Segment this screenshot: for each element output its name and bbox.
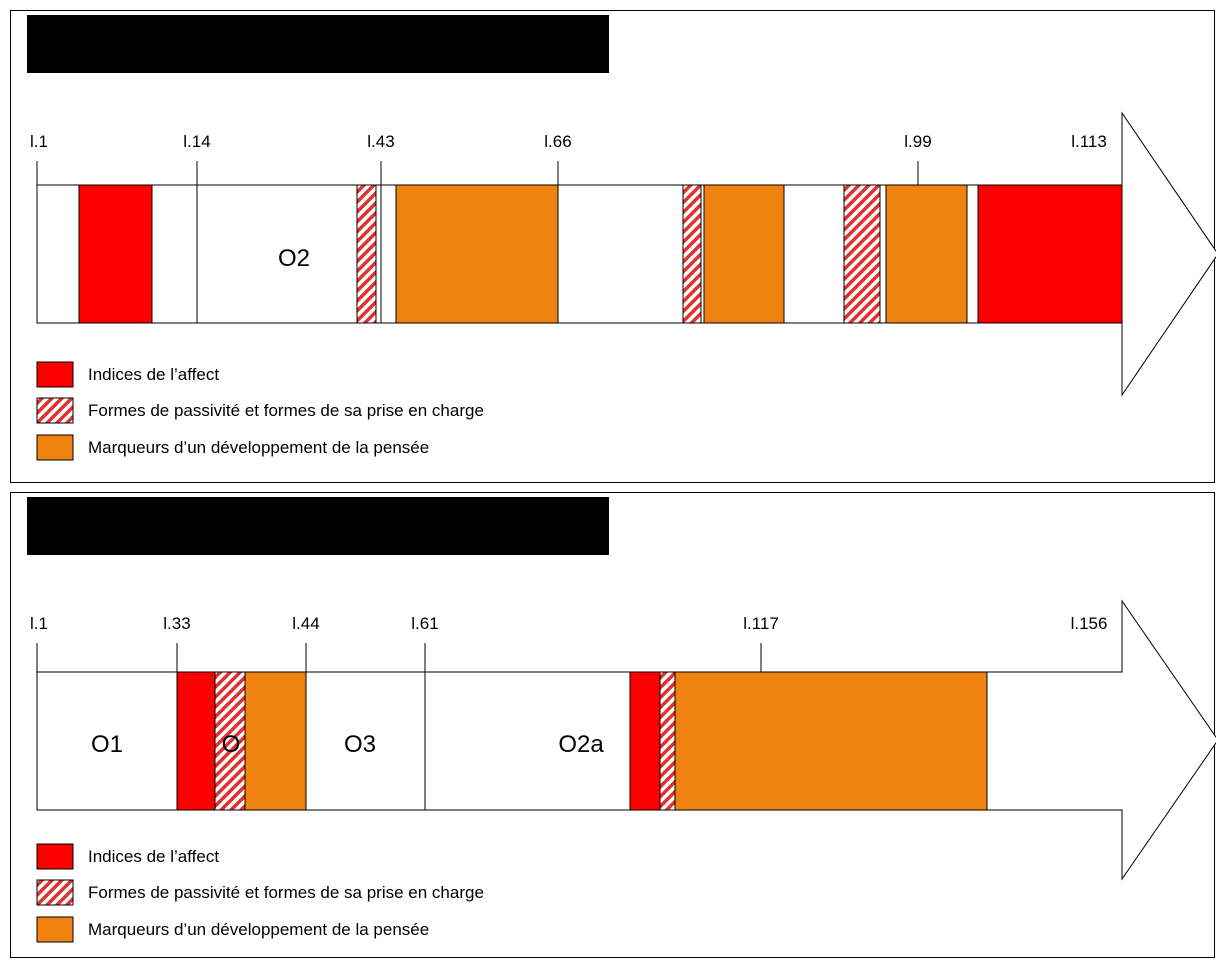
legend-label: Formes de passivité et formes de sa pris… [88, 883, 484, 902]
affect-segment [630, 672, 660, 810]
passivity-segment [660, 672, 675, 810]
legend-swatch-thought [37, 917, 73, 942]
timeline-diagram-2: l.1 l.33 l.44 l.61 l.117 l.156 O1 O O3 O… [11, 493, 1216, 959]
legend-label: Marqueurs d’un développement de la pensé… [88, 438, 429, 457]
tick-label: l.61 [411, 614, 438, 633]
affect-segment [978, 185, 1122, 323]
tick-label: l.156 [1071, 614, 1108, 633]
thought-segment [886, 185, 967, 323]
legend-swatch-passivity [37, 880, 73, 905]
redacted-title-block [27, 15, 609, 73]
region-label: O3 [344, 731, 376, 758]
legend-label: Formes de passivité et formes de sa pris… [88, 401, 484, 420]
legend-swatch-passivity [37, 398, 73, 423]
tick-label: l.33 [163, 614, 190, 633]
thought-segment [704, 185, 784, 323]
tick-label: l.44 [292, 614, 319, 633]
thought-segment [245, 672, 306, 810]
passivity-segment [844, 185, 880, 323]
timeline-panel-2: l.1 l.33 l.44 l.61 l.117 l.156 O1 O O3 O… [10, 492, 1215, 958]
affect-segment [79, 185, 152, 323]
passivity-segment [683, 185, 701, 323]
thought-segment [396, 185, 558, 323]
tick-label: l.117 [743, 614, 779, 633]
tick-label: l.1 [30, 132, 48, 151]
redacted-title-block [27, 497, 609, 555]
legend-swatch-thought [37, 435, 73, 460]
legend-label: Indices de l’affect [88, 847, 219, 866]
region-label: O2a [558, 731, 604, 758]
tick-label: l.66 [544, 132, 571, 151]
affect-segment [177, 672, 215, 810]
legend-label: Indices de l’affect [88, 365, 219, 384]
tick-label: l.99 [904, 132, 931, 151]
region-label: O1 [91, 731, 123, 758]
timeline-panel-1: l.1 l.14 l.43 l.66 l.99 l.113 O2 Indices… [10, 10, 1215, 483]
tick-label: l.14 [183, 132, 210, 151]
region-label: O [222, 731, 241, 758]
thought-segment [675, 672, 987, 810]
tick-label: l.43 [367, 132, 394, 151]
tick-label: l.1 [30, 614, 48, 633]
legend-label: Marqueurs d’un développement de la pensé… [88, 920, 429, 939]
timeline-diagram-1: l.1 l.14 l.43 l.66 l.99 l.113 O2 Indices… [11, 11, 1216, 484]
region-label: O2 [278, 245, 310, 272]
passivity-segment [357, 185, 376, 323]
legend-swatch-affect [37, 844, 73, 869]
tick-label: l.113 [1071, 132, 1107, 151]
legend-swatch-affect [37, 362, 73, 387]
